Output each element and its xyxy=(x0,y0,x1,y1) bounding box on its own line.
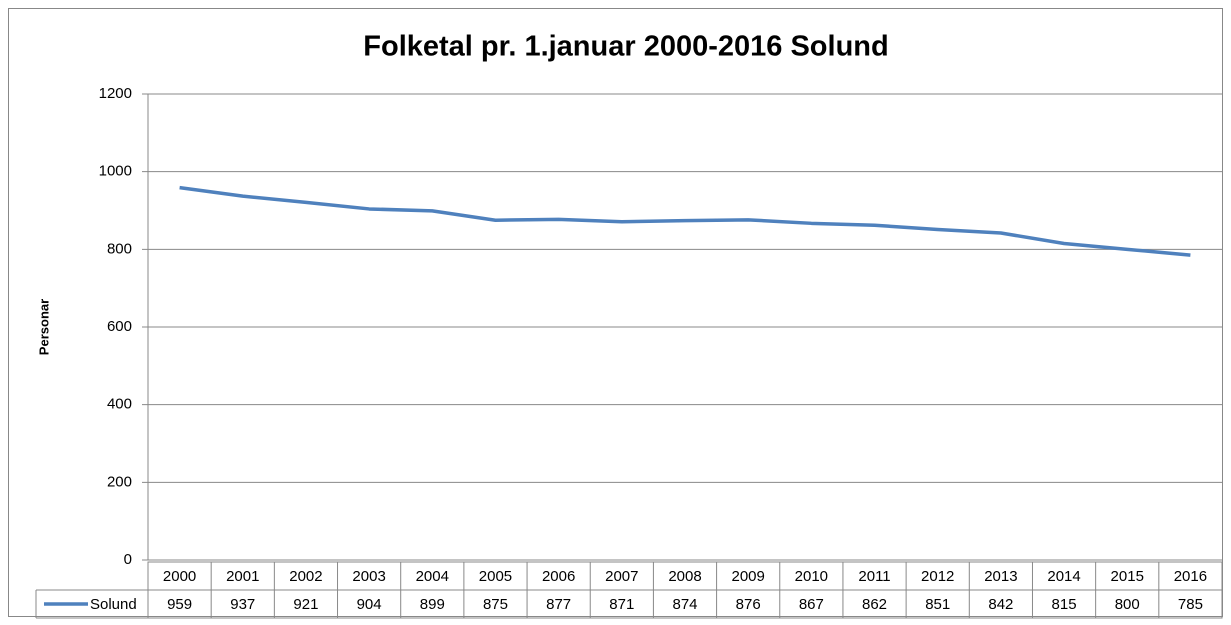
x-tick-label: 2010 xyxy=(795,568,828,585)
y-axis-label: Personar xyxy=(36,299,51,355)
table-value: 899 xyxy=(420,596,445,613)
x-tick-label: 2000 xyxy=(163,568,196,585)
table-value: 862 xyxy=(862,596,887,613)
x-tick-label: 2003 xyxy=(352,568,385,585)
x-tick-label: 2011 xyxy=(858,568,890,585)
table-value: 937 xyxy=(230,596,255,613)
x-tick-label: 2016 xyxy=(1174,568,1207,585)
y-tick-label: 800 xyxy=(107,240,132,257)
x-tick-label: 2012 xyxy=(921,568,954,585)
x-tick-label: 2009 xyxy=(731,568,764,585)
table-value: 871 xyxy=(609,596,634,613)
y-tick-label: 600 xyxy=(107,318,132,335)
chart-border xyxy=(8,8,1223,617)
x-tick-label: 2015 xyxy=(1111,568,1144,585)
x-tick-label: 2001 xyxy=(226,568,259,585)
series-line xyxy=(179,185,1191,257)
table-value: 867 xyxy=(799,596,824,613)
table-value: 876 xyxy=(736,596,761,613)
table-value: 800 xyxy=(1115,596,1140,613)
x-tick-label: 2007 xyxy=(605,568,638,585)
y-tick-label: 1000 xyxy=(99,163,132,180)
table-value: 785 xyxy=(1178,596,1203,613)
x-tick-label: 2006 xyxy=(542,568,575,585)
table-value: 904 xyxy=(357,596,382,613)
table-value: 875 xyxy=(483,596,508,613)
x-tick-label: 2005 xyxy=(479,568,512,585)
table-value: 842 xyxy=(988,596,1013,613)
legend-label: Solund xyxy=(90,596,137,613)
table-value: 921 xyxy=(293,596,318,613)
x-tick-label: 2002 xyxy=(289,568,322,585)
table-value: 815 xyxy=(1052,596,1077,613)
y-tick-label: 400 xyxy=(107,396,132,413)
table-value: 874 xyxy=(672,596,697,613)
y-tick-label: 200 xyxy=(107,473,132,490)
x-tick-label: 2008 xyxy=(668,568,701,585)
table-value: 959 xyxy=(167,596,192,613)
table-value: 877 xyxy=(546,596,571,613)
table-value: 851 xyxy=(925,596,950,613)
y-tick-label: 1200 xyxy=(99,85,132,102)
chart-title: Folketal pr. 1.januar 2000-2016 Solund xyxy=(363,31,888,63)
x-tick-label: 2014 xyxy=(1047,568,1080,585)
x-tick-label: 2004 xyxy=(416,568,449,585)
y-tick-label: 0 xyxy=(124,551,132,568)
x-tick-label: 2013 xyxy=(984,568,1017,585)
